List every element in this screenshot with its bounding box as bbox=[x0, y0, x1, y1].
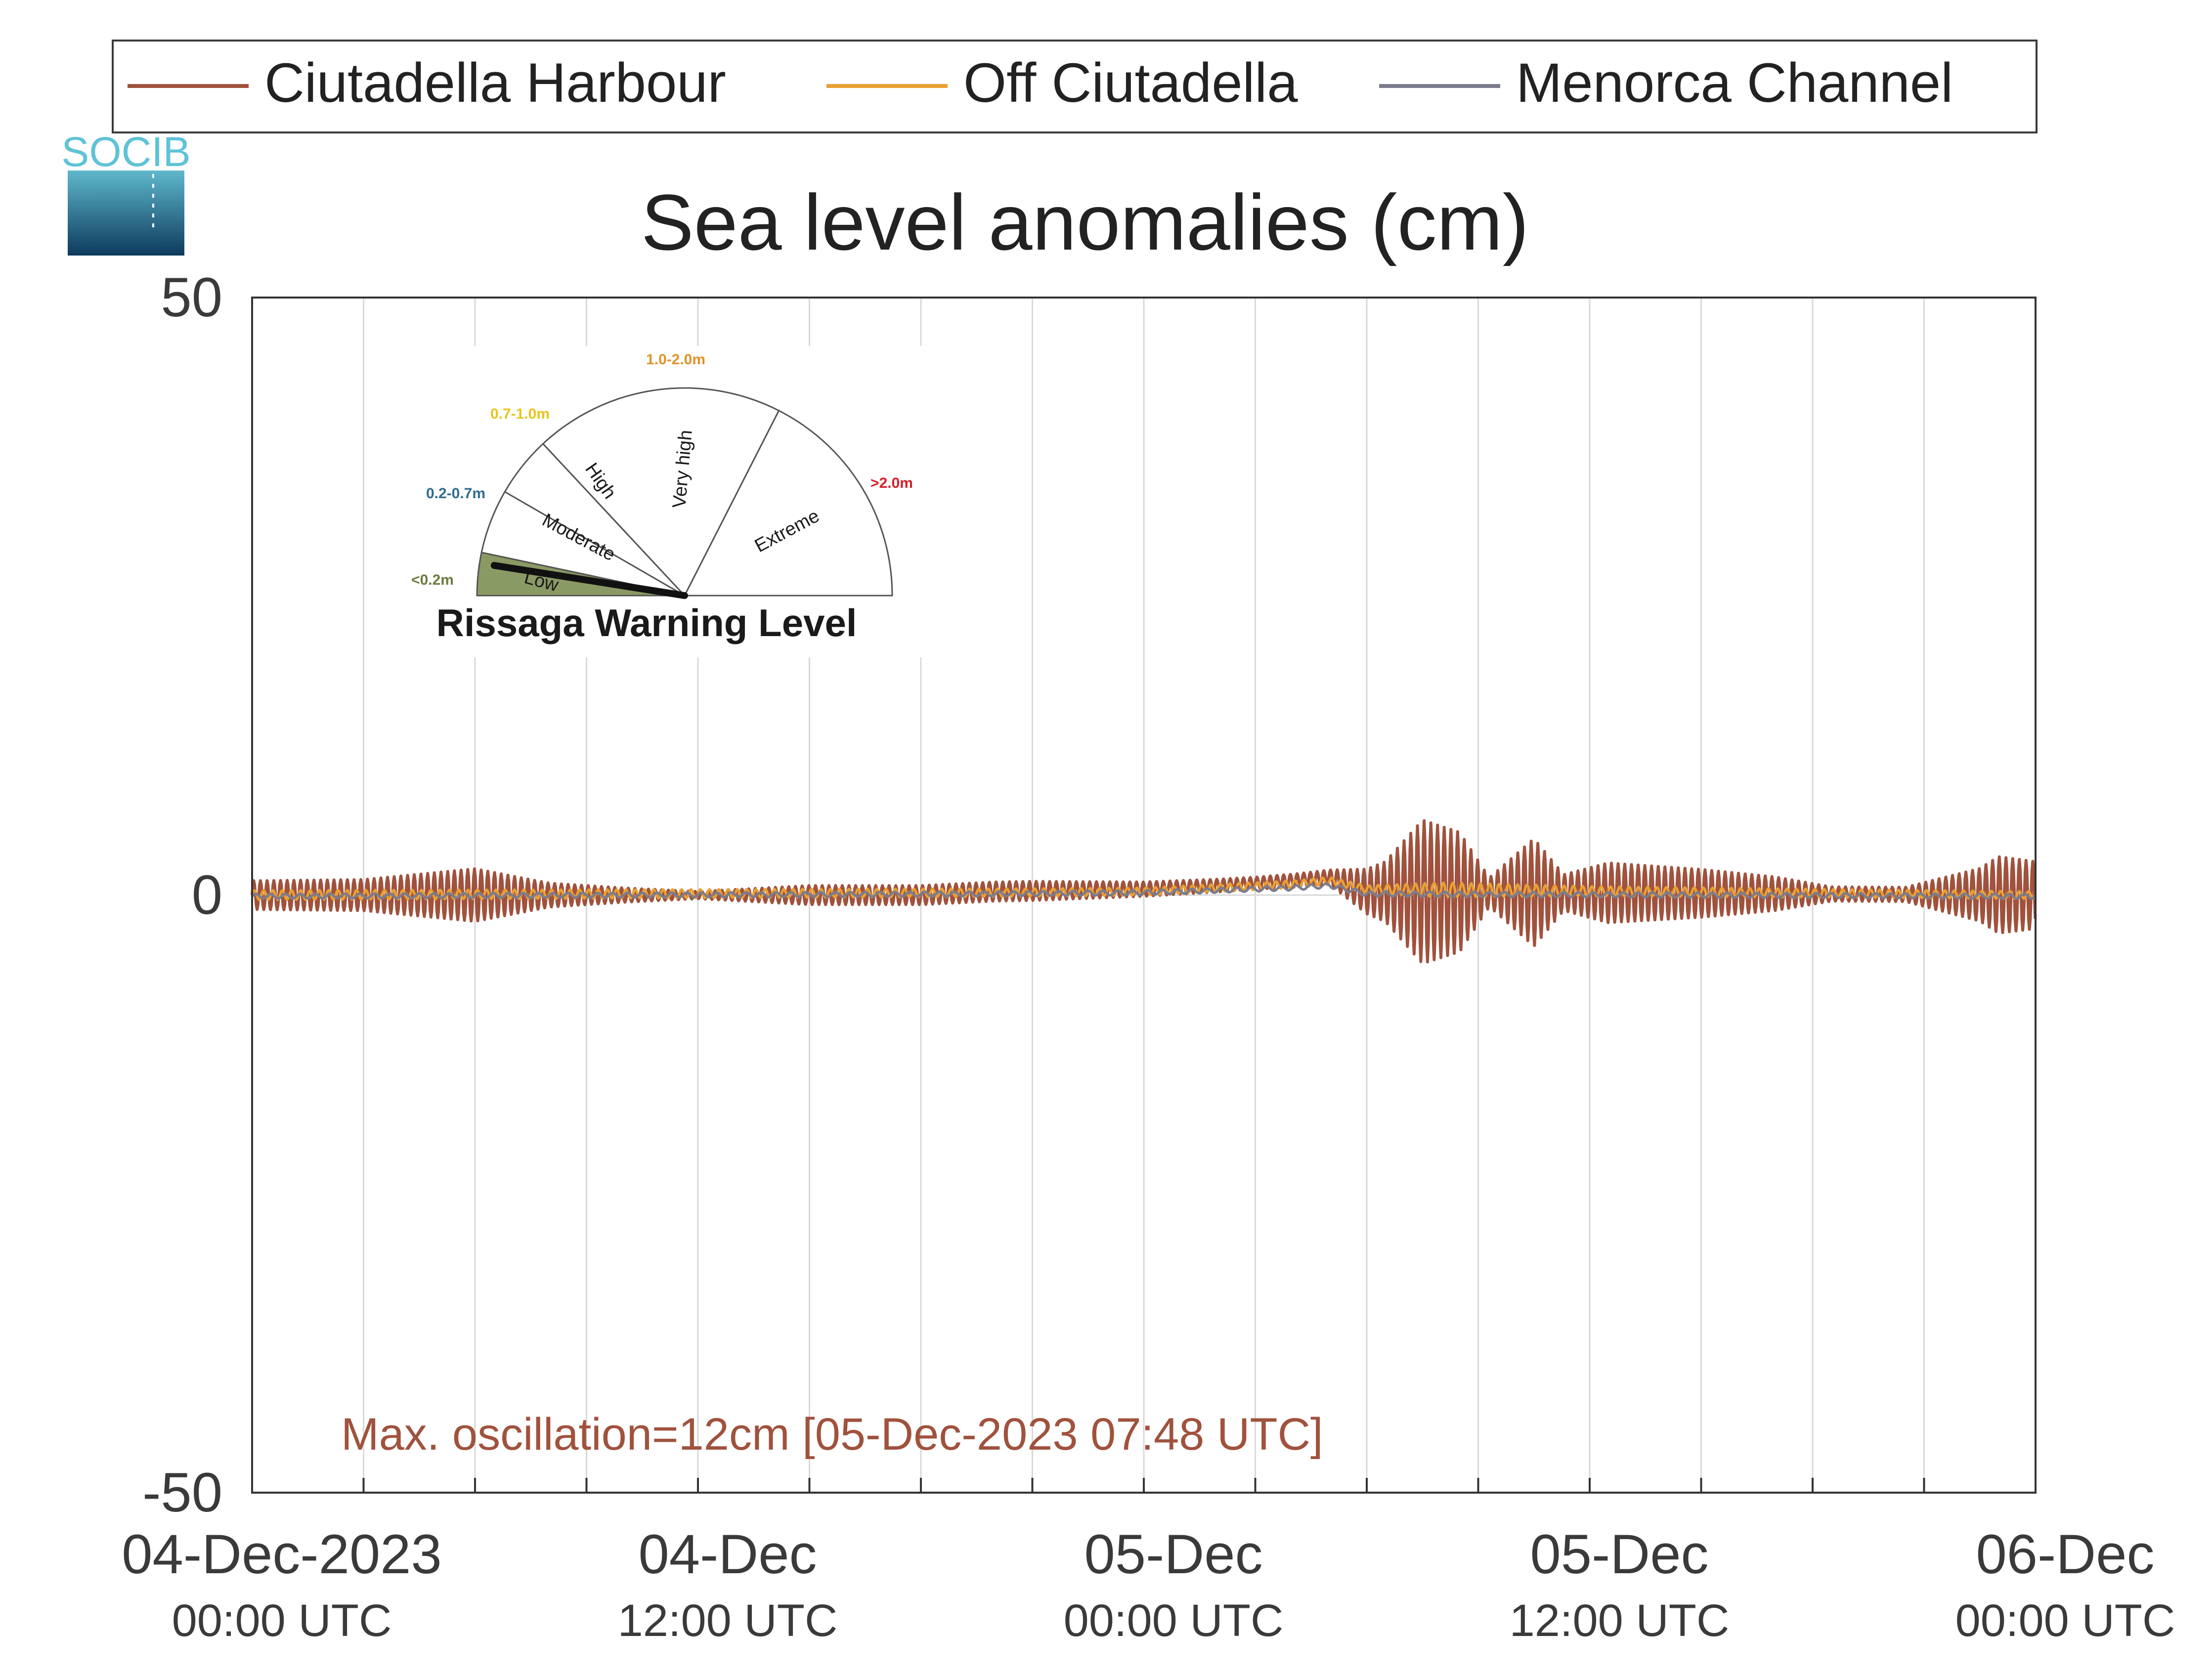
x-tick-label: 06-Dec bbox=[1976, 1523, 2154, 1585]
legend-box bbox=[112, 40, 2038, 133]
socib-logo-block bbox=[68, 171, 184, 256]
x-tick-label: 04-Dec bbox=[638, 1523, 817, 1585]
gauge-sector bbox=[542, 387, 780, 597]
gauge-title: Rissaga Warning Level bbox=[436, 601, 857, 645]
x-tick-sublabel: 00:00 UTC bbox=[1955, 1595, 2175, 1646]
gauge-range-label: <0.2m bbox=[411, 572, 454, 588]
gauge-range-label: 0.2-0.7m bbox=[426, 485, 485, 502]
x-tick-label: 05-Dec bbox=[1084, 1523, 1262, 1585]
x-tick-label: 05-Dec bbox=[1530, 1523, 1708, 1585]
socib-logo: SOCIB bbox=[61, 129, 191, 256]
y-tick-label: 50 bbox=[161, 266, 222, 328]
x-tick-sublabel: 00:00 UTC bbox=[1064, 1595, 1284, 1646]
legend-label: Menorca Channel bbox=[1516, 52, 1953, 114]
legend-label: Off Ciutadella bbox=[963, 52, 1298, 114]
gauge-range-label: 1.0-2.0m bbox=[646, 351, 705, 368]
y-tick-label: 0 bbox=[192, 864, 222, 926]
series-line bbox=[251, 882, 2037, 900]
legend-label: Ciutadella Harbour bbox=[264, 52, 726, 114]
legend: Ciutadella Harbour Off Ciutadella Menorca … bbox=[112, 40, 2038, 133]
gauge-range-label: >2.0m bbox=[870, 475, 913, 491]
gauge-needle bbox=[490, 561, 688, 599]
gauge-range-label: 0.7-1.0m bbox=[490, 406, 550, 422]
socib-logo-text: SOCIB bbox=[61, 129, 190, 175]
y-tick-label: -50 bbox=[142, 1462, 222, 1523]
x-tick-sublabel: 12:00 UTC bbox=[1510, 1595, 1730, 1646]
max-oscillation-annotation: Max. oscillation=12cm [05-Dec-2023 07:48… bbox=[341, 1409, 1323, 1460]
x-tick-sublabel: 00:00 UTC bbox=[172, 1595, 392, 1646]
gauge-sector bbox=[683, 409, 893, 597]
chart-title: Sea level anomalies (cm) bbox=[641, 178, 1529, 266]
x-tick-sublabel: 12:00 UTC bbox=[618, 1595, 838, 1646]
x-tick-label: 04-Dec-2023 bbox=[122, 1523, 442, 1585]
